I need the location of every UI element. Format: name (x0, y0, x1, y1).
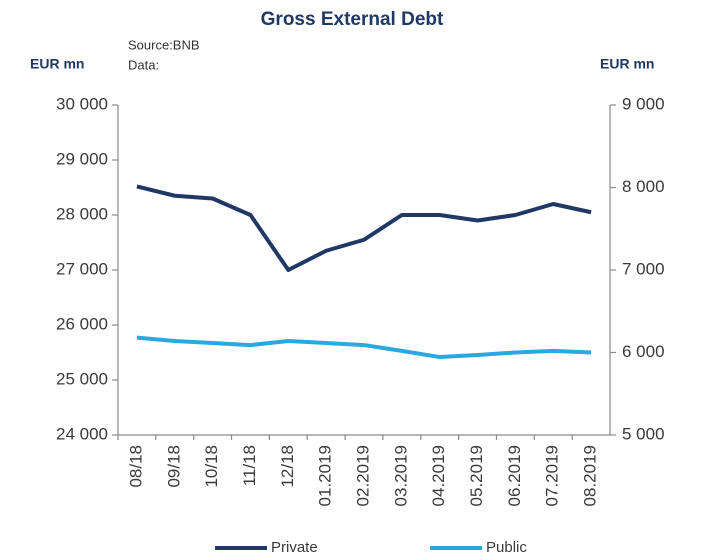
legend-label: Public (486, 539, 527, 556)
x-tick-label: 12/18 (278, 445, 297, 488)
y2-tick-label: 9 000 (622, 94, 665, 113)
y2-tick-label: 6 000 (622, 342, 665, 361)
y-tick-label: 25 000 (56, 369, 108, 388)
x-tick-label: 11/18 (240, 445, 259, 486)
x-tick-label: 02.2019 (353, 445, 372, 506)
x-tick-label: 05.2019 (467, 445, 486, 506)
x-tick-label: 07.2019 (543, 445, 562, 506)
x-tick-label: 09/18 (164, 445, 183, 488)
series-line (136, 184, 592, 272)
y2-axis-label: EUR mn (600, 56, 654, 72)
y-tick-label: 27 000 (56, 259, 108, 278)
x-tick-label: 03.2019 (391, 445, 410, 506)
x-tick-label: 08/18 (126, 445, 145, 488)
y-tick-label: 26 000 (56, 314, 108, 333)
series-line (136, 335, 592, 360)
y-tick-label: 24 000 (56, 424, 108, 443)
legend-label: Private (271, 539, 318, 556)
x-tick-label: 06.2019 (505, 445, 524, 506)
y-tick-label: 29 000 (56, 149, 108, 168)
y2-tick-label: 8 000 (622, 177, 665, 196)
source-label: Data: (128, 57, 159, 72)
source: Source:BNB (128, 37, 200, 52)
x-tick-label: 08.2019 (581, 445, 600, 506)
chart-title: Gross External Debt (261, 9, 444, 30)
x-tick-label: 04.2019 (429, 445, 448, 506)
y2-tick-label: 7 000 (622, 259, 665, 278)
y2-tick-label: 5 000 (622, 424, 665, 443)
x-tick-label: 01.2019 (316, 445, 335, 506)
y-tick-label: 28 000 (56, 204, 108, 223)
y-axis-label: EUR mn (30, 56, 84, 72)
y-tick-label: 30 000 (56, 94, 108, 113)
x-tick-label: 10/18 (202, 445, 221, 488)
